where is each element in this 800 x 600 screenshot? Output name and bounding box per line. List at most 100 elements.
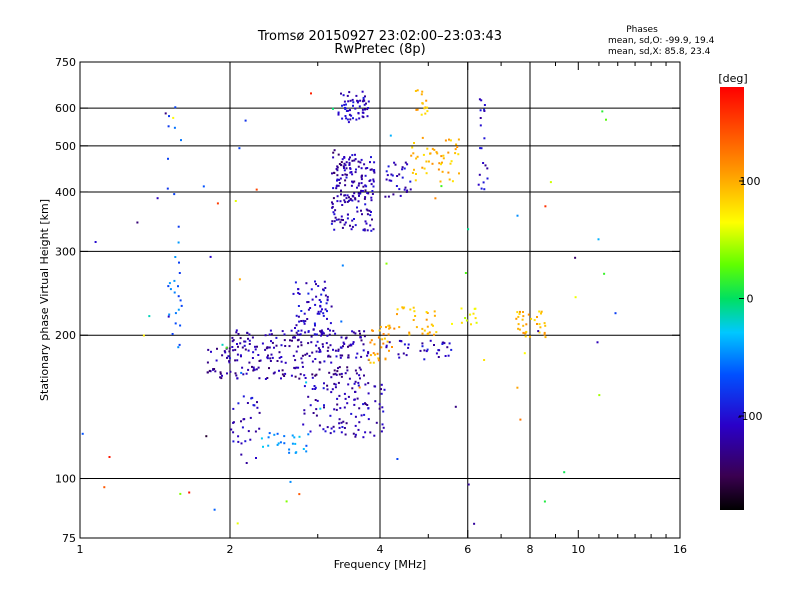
data-point [330,391,333,394]
data-point [479,124,482,127]
data-point [373,385,376,388]
data-point [336,178,339,181]
data-point [375,421,378,424]
data-point [361,108,364,111]
data-point [331,201,333,204]
data-point [234,348,237,351]
data-point [364,189,367,192]
data-point [323,382,325,385]
data-point [336,200,339,203]
data-point [353,398,356,401]
data-point [544,324,547,327]
data-point [178,272,181,274]
data-point [363,197,366,200]
data-point [318,312,321,315]
data-point [243,344,246,347]
data-point [366,209,369,212]
data-point [235,374,238,377]
data-point [358,105,361,108]
data-point [364,203,367,206]
data-point [543,331,546,334]
data-point [156,197,159,200]
data-point [261,342,264,345]
data-point [380,383,383,386]
data-point [284,361,287,364]
data-point [247,337,249,340]
data-point [306,352,309,355]
data-point [360,158,363,161]
data-point [179,492,182,495]
data-point [350,171,353,173]
data-point [268,367,270,370]
data-point [437,356,440,358]
data-point [244,348,247,351]
data-point [278,356,281,359]
data-point [307,308,310,311]
data-point [342,219,344,221]
data-point [329,355,332,358]
data-point [385,326,387,329]
data-point [543,322,546,325]
data-point [292,354,295,357]
data-point [460,307,463,310]
data-point [356,397,359,400]
data-point [228,347,231,350]
data-point [425,99,428,102]
data-point [424,112,427,115]
data-point [421,90,424,93]
data-point [312,412,315,414]
data-point [486,167,489,170]
data-point [315,350,318,353]
data-point [372,169,375,172]
data-point [315,295,318,298]
data-point [207,348,210,351]
data-point [346,402,349,405]
data-point [442,157,445,160]
data-point [367,418,370,421]
data-point [517,315,520,318]
data-point [372,352,375,355]
data-point [327,346,330,349]
data-point [343,162,346,165]
y-tick-label: 600 [55,102,76,115]
data-point [384,195,387,198]
data-point [517,323,520,326]
data-point [344,173,347,176]
y-tick-label: 500 [55,140,76,153]
data-point [344,201,347,204]
data-point [307,301,310,303]
data-point [317,310,320,313]
data-point [404,161,407,164]
data-point [429,339,432,342]
data-point [427,160,430,163]
data-point [268,432,271,435]
data-point [537,330,540,333]
data-point [346,217,349,220]
data-point [340,189,342,192]
data-point [301,365,304,368]
data-point [330,222,333,225]
data-point [371,190,374,192]
data-point [346,369,349,372]
data-point [247,349,250,352]
y-axis-label: Stationary phase Virtual Height [km] [38,199,51,401]
data-point [164,112,167,115]
data-point [354,380,357,383]
data-point [260,437,263,440]
data-point [596,341,599,344]
data-point [352,101,355,104]
data-point [446,346,449,349]
data-point [482,162,485,164]
data-point [329,322,332,325]
data-point [382,426,385,429]
data-point [401,306,404,309]
data-point [454,148,457,151]
data-point [252,366,255,369]
data-point [483,137,486,140]
data-point [339,354,342,357]
data-point [353,192,356,195]
data-point [387,165,390,168]
data-point [351,199,354,202]
data-point [351,330,354,333]
data-point [266,377,269,379]
